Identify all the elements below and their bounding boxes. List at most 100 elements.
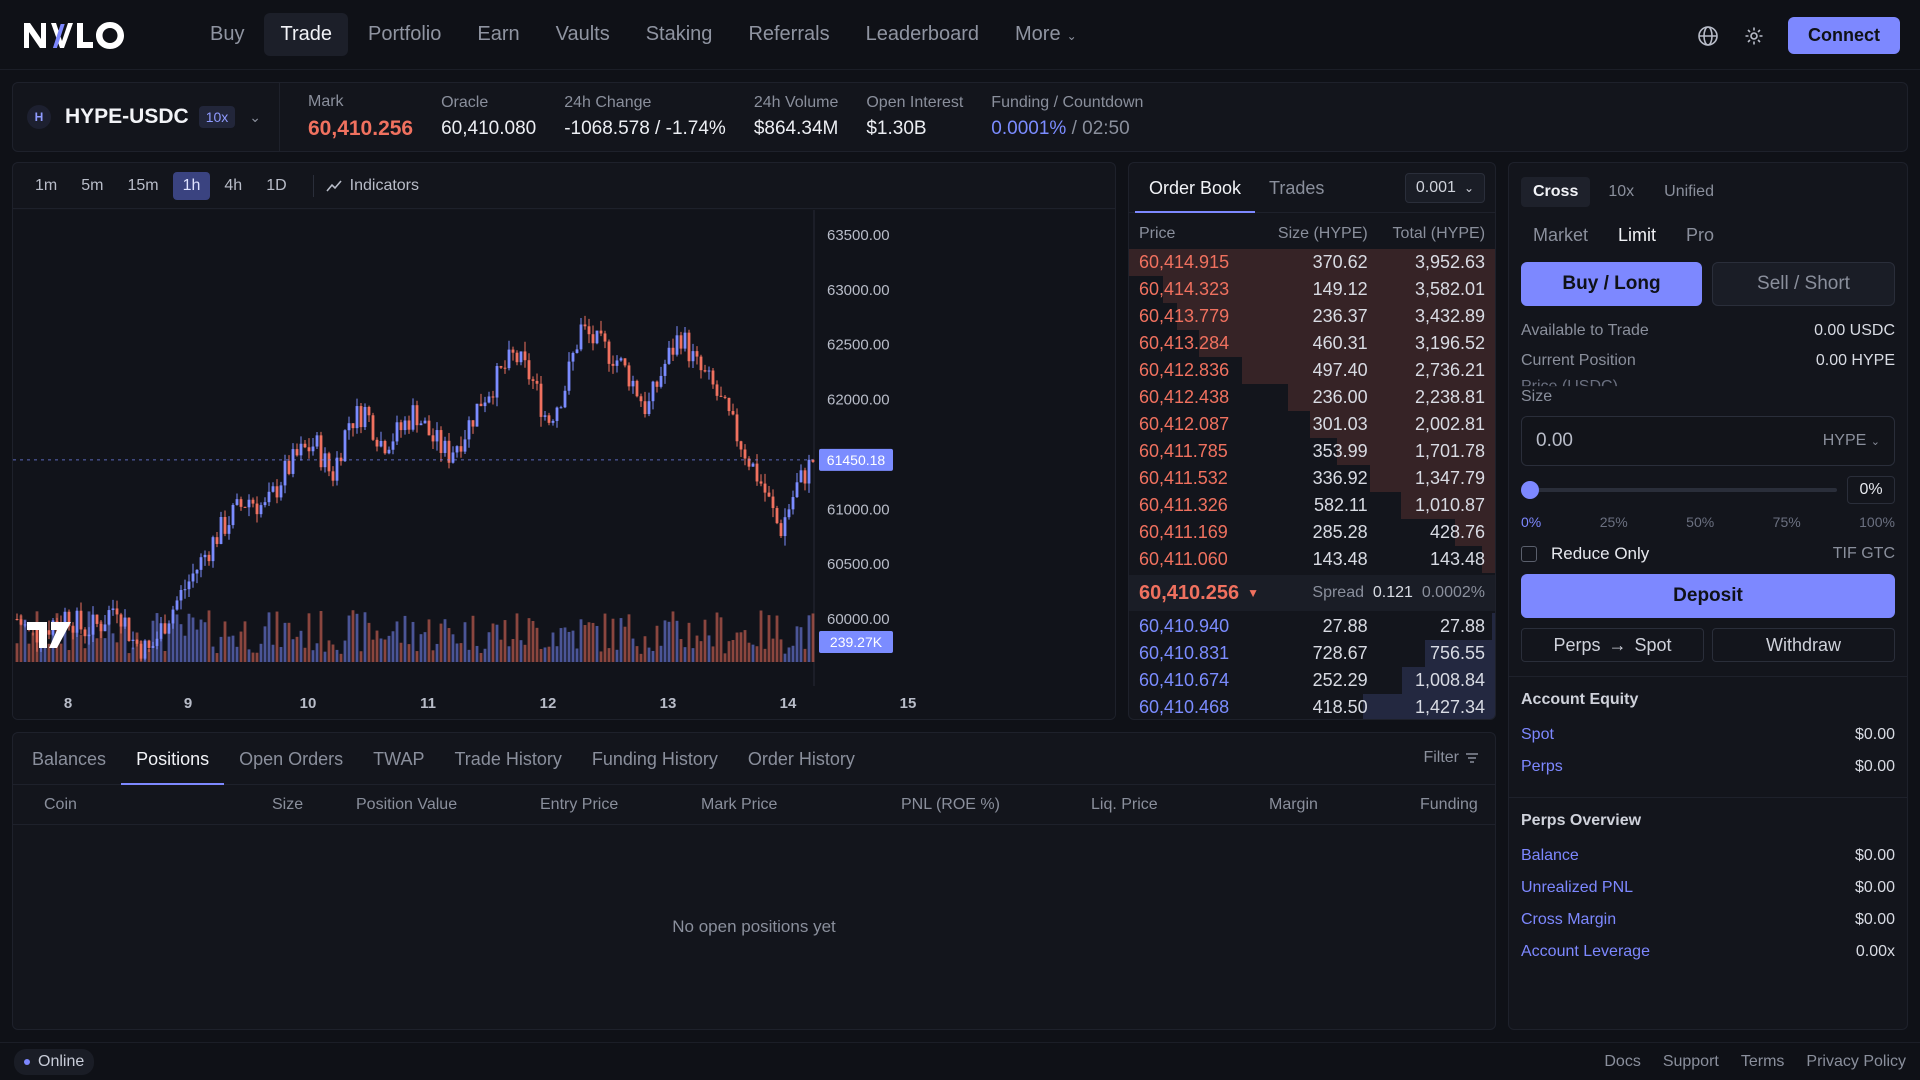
nav-item-trade[interactable]: Trade	[264, 13, 348, 56]
volume-bar	[783, 653, 787, 662]
equity-perps-link[interactable]: Perps	[1521, 758, 1563, 775]
nav-item-portfolio[interactable]: Portfolio	[367, 23, 442, 45]
volume-bar	[451, 634, 455, 662]
cross-margin-link[interactable]: Cross Margin	[1521, 911, 1617, 928]
reduce-only-checkbox[interactable]	[1521, 546, 1537, 562]
price-chart[interactable]: 63500.00 63000.00 62500.00 62000.00 61000.00…	[13, 210, 1115, 720]
stat-oracle: Oracle 60,410.080	[441, 94, 536, 140]
bid-row[interactable]: 60,410.831 728.67 756.55	[1129, 640, 1495, 667]
nav-item-earn[interactable]: Earn	[477, 23, 520, 45]
ask-row[interactable]: 60,414.323 149.12 3,582.01	[1129, 276, 1495, 303]
nav-item-leaderboard[interactable]: Leaderboard	[865, 23, 980, 45]
tf-4h[interactable]: 4h	[224, 176, 243, 194]
y-tick-label: 63500.00	[827, 227, 890, 244]
tab-limit[interactable]: Limit	[1618, 225, 1657, 245]
unrealized-pnl-link[interactable]: Unrealized PNL	[1521, 879, 1634, 896]
ask-total: 1,010.87	[1414, 495, 1486, 515]
volume-bar	[719, 617, 723, 662]
size-slider[interactable]	[1521, 481, 1837, 499]
bid-total: 27.88	[1439, 616, 1486, 636]
filter-icon	[1466, 753, 1478, 763]
leverage-button[interactable]: 10x	[1608, 183, 1635, 200]
depth-bar	[1287, 384, 1495, 411]
volume-bar	[603, 613, 607, 662]
tf-5m[interactable]: 5m	[81, 176, 104, 194]
slider-thumb[interactable]	[1521, 481, 1539, 499]
tf-1m[interactable]: 1m	[35, 176, 58, 194]
sell-short-button[interactable]: Sell / Short	[1712, 262, 1895, 306]
pair-selector[interactable]: H HYPE-USDC 10x ⌄	[13, 83, 280, 151]
withdraw-button[interactable]: Withdraw	[1712, 628, 1895, 662]
coin-icon: H	[27, 105, 51, 129]
tab-trades[interactable]: Trades	[1269, 177, 1325, 198]
tab-market[interactable]: Market	[1533, 225, 1589, 245]
tab-order-history[interactable]: Order History	[747, 748, 855, 769]
nav-item-more[interactable]: More ⌄	[999, 13, 1093, 56]
tab-pro[interactable]: Pro	[1686, 225, 1715, 245]
tf-1d[interactable]: 1D	[266, 176, 287, 194]
tf-15m[interactable]: 15m	[127, 176, 159, 194]
brand-logo[interactable]	[24, 20, 152, 50]
tif-select[interactable]: TIF GTC	[1832, 545, 1895, 562]
ask-row[interactable]: 60,411.326 582.11 1,010.87	[1129, 492, 1495, 519]
ask-row[interactable]: 60,413.284 460.31 3,196.52	[1129, 330, 1495, 357]
ask-row[interactable]: 60,411.060 143.48 143.48	[1129, 546, 1495, 573]
gear-icon[interactable]	[1742, 24, 1766, 48]
tick-size-select[interactable]: 0.001 ⌄	[1404, 173, 1485, 203]
buy-long-button[interactable]: Buy / Long	[1521, 262, 1702, 306]
stat-label: Oracle	[441, 94, 489, 111]
terms-link[interactable]: Terms	[1740, 1052, 1785, 1070]
tab-order-book[interactable]: Order Book	[1135, 163, 1256, 213]
ask-row[interactable]: 60,411.532 336.92 1,347.79	[1129, 465, 1495, 492]
bid-row[interactable]: 60,410.468 418.50 1,427.34	[1129, 694, 1495, 719]
support-link[interactable]: Support	[1662, 1052, 1719, 1070]
filter-button[interactable]: Filter	[1423, 749, 1479, 767]
slider-percent[interactable]: 0%	[1847, 476, 1895, 504]
account-leverage-link[interactable]: Account Leverage	[1521, 943, 1650, 960]
volume-bar	[399, 642, 403, 662]
volume-bar	[695, 635, 699, 662]
ask-row[interactable]: 60,412.087 301.03 2,002.81	[1129, 411, 1495, 438]
equity-spot-link[interactable]: Spot	[1521, 726, 1554, 743]
size-input[interactable]: 0.00 HYPE ⌄	[1521, 416, 1895, 466]
indicators-button[interactable]: Indicators	[326, 177, 419, 195]
nav-item-buy[interactable]: Buy	[210, 23, 245, 45]
ask-row[interactable]: 60,414.915 370.62 3,952.63	[1129, 249, 1495, 276]
tab-balances[interactable]: Balances	[32, 748, 107, 769]
tab-open-orders[interactable]: Open Orders	[239, 748, 344, 769]
ask-row[interactable]: 60,412.438 236.00 2,238.81	[1129, 384, 1495, 411]
candle-body	[15, 619, 19, 621]
unified-button[interactable]: Unified	[1664, 183, 1714, 200]
candle-body	[767, 492, 771, 497]
docs-link[interactable]: Docs	[1604, 1052, 1641, 1070]
deposit-button[interactable]: Deposit	[1521, 574, 1895, 618]
size-unit-select[interactable]: HYPE ⌄	[1823, 432, 1880, 450]
volume-bar	[555, 646, 559, 662]
tab-twap[interactable]: TWAP	[373, 748, 425, 769]
connect-button[interactable]: Connect	[1788, 17, 1900, 54]
tab-funding-history[interactable]: Funding History	[591, 748, 718, 769]
balance-link[interactable]: Balance	[1521, 847, 1579, 864]
tf-1h[interactable]: 1h	[172, 171, 211, 200]
bid-row[interactable]: 60,410.940 27.88 27.88	[1129, 613, 1495, 640]
nav-item-vaults[interactable]: Vaults	[555, 23, 610, 45]
volume-bar	[671, 611, 675, 662]
candle-body	[507, 349, 511, 369]
perps-to-spot-button[interactable]: Perps → Spot	[1521, 628, 1704, 662]
volume-bar	[515, 613, 519, 662]
privacy-policy-link[interactable]: Privacy Policy	[1806, 1052, 1906, 1070]
candle-body	[667, 347, 671, 364]
volume-bar	[539, 648, 543, 662]
cross-margin-button[interactable]: Cross	[1521, 177, 1591, 207]
ask-row[interactable]: 60,412.836 497.40 2,736.21	[1129, 357, 1495, 384]
ask-row[interactable]: 60,411.169 285.28 428.76	[1129, 519, 1495, 546]
bid-row[interactable]: 60,410.674 252.29 1,008.84	[1129, 667, 1495, 694]
candle-body	[355, 406, 359, 429]
tab-trade-history[interactable]: Trade History	[454, 748, 562, 769]
ask-row[interactable]: 60,413.779 236.37 3,432.89	[1129, 303, 1495, 330]
nav-item-referrals[interactable]: Referrals	[748, 23, 830, 45]
ask-row[interactable]: 60,411.785 353.99 1,701.78	[1129, 438, 1495, 465]
tab-positions[interactable]: Positions	[121, 733, 225, 785]
globe-icon[interactable]	[1696, 24, 1720, 48]
nav-item-staking[interactable]: Staking	[645, 23, 713, 45]
